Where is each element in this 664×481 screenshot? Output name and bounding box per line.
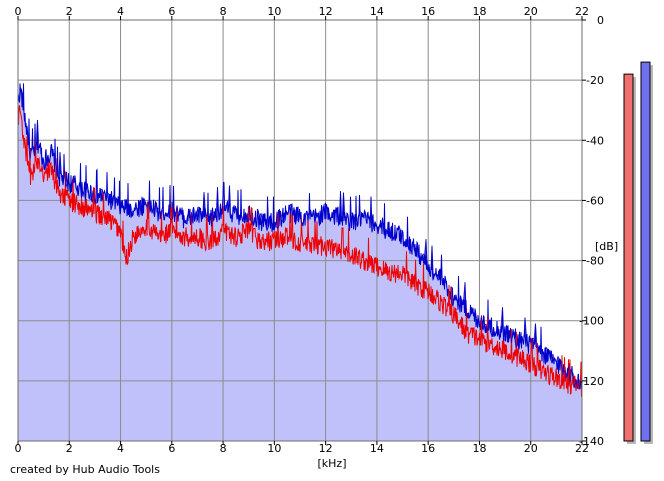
- y-tick-label: -60: [586, 194, 604, 207]
- x-tick-label-bottom: 18: [472, 442, 486, 455]
- x-tick-label-top: 4: [117, 5, 124, 18]
- y-tick-label: -140: [579, 435, 604, 448]
- series-layer: [17, 83, 583, 397]
- x-tick-label-bottom: 14: [370, 442, 384, 455]
- credit-text: created by Hub Audio Tools: [10, 463, 160, 476]
- x-tick-label-top: 14: [370, 5, 384, 18]
- area-layer: [18, 83, 582, 442]
- x-tick-label-top: 6: [168, 5, 175, 18]
- level-bar: [623, 73, 634, 442]
- x-tick-label-bottom: 8: [220, 442, 227, 455]
- plot-border: [17, 19, 583, 442]
- series-1-overlay: [17, 88, 583, 390]
- y-tick-label: -80: [586, 255, 604, 268]
- x-tick-label-bottom: 0: [15, 442, 22, 455]
- x-tick-label-bottom: 2: [66, 442, 73, 455]
- level-meter: [623, 61, 653, 444]
- x-tick-label-top: 16: [421, 5, 435, 18]
- level-bar: [640, 61, 651, 442]
- series-1-area: [18, 83, 582, 442]
- axis-layer: 002244668810101212141416161818202022220-…: [15, 5, 605, 455]
- x-tick-label-bottom: 12: [319, 442, 333, 455]
- y-tick-label: -40: [586, 134, 604, 147]
- x-tick-label-top: 12: [319, 5, 333, 18]
- x-tick-label-bottom: 20: [524, 442, 538, 455]
- x-tick-label-top: 8: [220, 5, 227, 18]
- y-tick-label: -20: [586, 74, 604, 87]
- x-tick-label-bottom: 4: [117, 442, 124, 455]
- x-tick-label-top: 2: [66, 5, 73, 18]
- y-tick-label: -120: [579, 375, 604, 388]
- x-tick-label-bottom: 16: [421, 442, 435, 455]
- x-tick-label-top: 18: [472, 5, 486, 18]
- y-tick-label: -100: [579, 315, 604, 328]
- x-tick-label-bottom: 22: [575, 442, 589, 455]
- x-tick-label-top: 22: [575, 5, 589, 18]
- x-axis-unit: [kHz]: [317, 457, 347, 470]
- x-tick-label-bottom: 10: [267, 442, 281, 455]
- x-tick-label-top: 10: [267, 5, 281, 18]
- series-2-line: [17, 105, 583, 397]
- x-tick-label-top: 0: [15, 5, 22, 18]
- x-tick-label-top: 20: [524, 5, 538, 18]
- y-tick-label: 0: [597, 14, 604, 27]
- y-axis-unit: [dB]: [595, 240, 619, 253]
- x-tick-label-bottom: 6: [168, 442, 175, 455]
